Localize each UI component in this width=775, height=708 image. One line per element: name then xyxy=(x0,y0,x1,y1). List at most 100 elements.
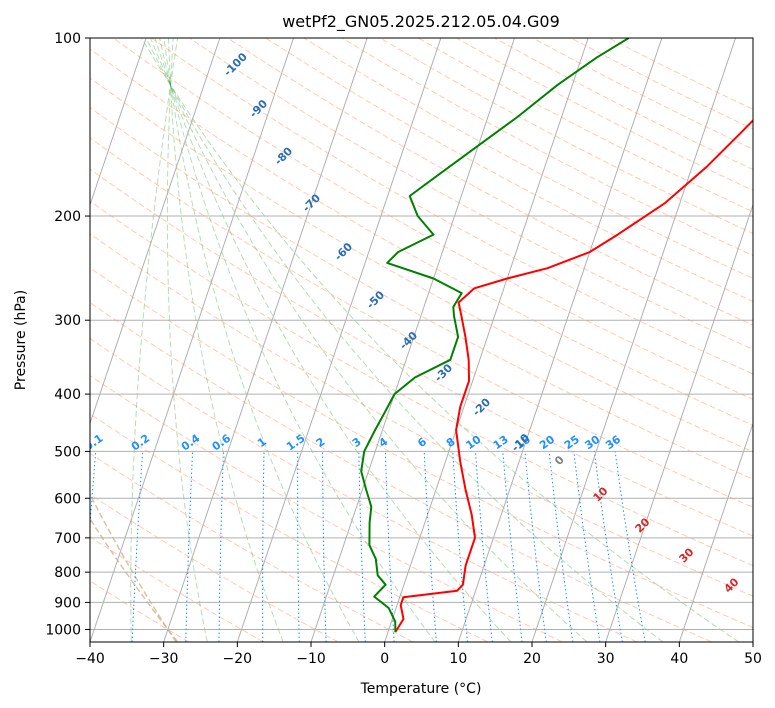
dry-adiabat-line xyxy=(379,38,753,235)
isotherm-line xyxy=(236,38,442,642)
mixing-ratio-line xyxy=(90,451,97,532)
mixing-ratio-label: 13 xyxy=(491,433,511,452)
plot-frame xyxy=(89,37,754,643)
mixing-ratio-label: 8 xyxy=(444,435,458,450)
x-axis-label: Temperature (°C) xyxy=(360,681,482,697)
x-tick-label: 50 xyxy=(744,651,762,667)
isotherm-line xyxy=(310,38,516,642)
mixing-ratio-line xyxy=(593,451,623,642)
dry-adiabat-label: -20 xyxy=(470,395,493,418)
x-tick-label: −10 xyxy=(296,651,326,667)
dry-adiabat-line xyxy=(90,168,753,537)
mixing-ratio-line xyxy=(502,451,523,642)
moist-adiabat-line xyxy=(159,38,436,642)
y-tick-label: 1000 xyxy=(45,622,81,638)
moist-adiabat-label: 10 xyxy=(591,484,611,504)
x-tick-label: −30 xyxy=(149,651,179,667)
isotherm-line xyxy=(457,38,663,642)
mixing-ratio-label: 36 xyxy=(603,433,623,453)
temperature-profile-line xyxy=(394,119,753,633)
moist-adiabat-label: 40 xyxy=(722,575,742,595)
y-axis-label: Pressure (hPa) xyxy=(13,290,29,390)
dry-adiabat-line xyxy=(90,536,264,642)
y-tick-label: 700 xyxy=(54,531,81,547)
mixing-ratio-label: 3 xyxy=(350,435,364,450)
mixing-ratio-label: 1.5 xyxy=(284,432,307,454)
mixing-ratio-label: 10 xyxy=(463,433,483,453)
mixing-ratio-label: 4 xyxy=(377,435,391,450)
dry-adiabat-line xyxy=(90,137,753,508)
dry-adiabat-line xyxy=(90,106,753,480)
dry-adiabat-line xyxy=(90,48,753,426)
dry-adiabat-line xyxy=(418,38,753,213)
y-tick-label: 400 xyxy=(54,387,81,403)
mixing-ratio-label: 1 xyxy=(255,435,269,450)
moist-adiabat-line xyxy=(141,38,740,642)
mixing-ratio-line xyxy=(262,451,265,642)
reference-curve-line xyxy=(90,492,177,642)
mixing-ratio-line xyxy=(384,451,395,642)
dry-adiabat-line xyxy=(90,374,563,642)
isotherm-line xyxy=(90,38,295,642)
mixing-ratio-line xyxy=(297,451,300,642)
moist-adiabat-line xyxy=(163,38,360,642)
mixing-ratio-line xyxy=(573,451,601,642)
moist-adiabat-line xyxy=(130,38,179,642)
isotherm-line xyxy=(605,203,753,642)
isotherm-line xyxy=(90,38,147,207)
y-tick-label: 900 xyxy=(54,595,81,611)
mixing-ratio-line xyxy=(524,451,547,642)
moist-adiabat-label: 30 xyxy=(677,545,697,565)
moist-adiabat-label: 20 xyxy=(633,515,653,535)
y-tick-label: 100 xyxy=(54,31,81,47)
x-tick-label: 10 xyxy=(449,651,467,667)
dry-adiabat-label: -40 xyxy=(397,329,420,352)
mixing-ratio-line xyxy=(452,451,468,642)
isotherm-line xyxy=(678,421,753,642)
dry-adiabat-line xyxy=(265,38,753,303)
moist-adiabat-line xyxy=(166,38,208,642)
dry-adiabat-line xyxy=(90,267,753,629)
dry-adiabat-line xyxy=(90,452,414,642)
dry-adiabat-line xyxy=(303,38,753,279)
dry-adiabat-line xyxy=(90,200,753,567)
y-tick-label: 500 xyxy=(54,444,81,460)
dry-adiabat-line xyxy=(90,493,339,642)
x-tick-label: 0 xyxy=(380,651,389,667)
dewpoint-profile-line xyxy=(360,38,630,633)
isotherm-line xyxy=(531,38,737,642)
mixing-ratio-label: 30 xyxy=(582,433,602,453)
mixing-ratio-label: 2 xyxy=(314,435,328,450)
y-tick-label: 200 xyxy=(54,209,81,225)
mixing-ratio-label: 20 xyxy=(537,433,557,453)
mixing-ratio-line xyxy=(185,451,194,642)
isotherm-line xyxy=(163,38,368,642)
mixing-ratio-label: 0.2 xyxy=(129,432,152,454)
moist-adiabat-line xyxy=(145,38,664,642)
dry-adiabat-line xyxy=(90,337,638,642)
chart-title: wetPf2_GN05.2025.212.05.04.G09 xyxy=(282,12,560,32)
dry-adiabat-line xyxy=(112,38,753,400)
x-tick-label: 30 xyxy=(597,651,615,667)
mixing-ratio-label: 0.6 xyxy=(210,431,234,453)
dry-adiabat-label: -10 xyxy=(509,431,532,454)
moist-adiabat-line xyxy=(150,38,588,642)
mixing-ratio-line xyxy=(475,451,493,642)
x-tick-label: 40 xyxy=(670,651,688,667)
x-tick-label: −20 xyxy=(223,651,253,667)
mixing-ratio-label: 25 xyxy=(562,433,582,452)
mixing-ratio-label: 0.4 xyxy=(179,431,203,453)
y-tick-label: 600 xyxy=(54,491,81,507)
mixing-ratio-line xyxy=(614,451,646,642)
dry-adiabat-label: -30 xyxy=(432,361,455,384)
dry-adiabat-label: -100 xyxy=(221,50,250,79)
dry-adiabat-line xyxy=(90,77,753,453)
dry-adiabat-line xyxy=(456,38,753,192)
mixing-ratio-label: 0.1 xyxy=(82,432,105,454)
isotherm-line xyxy=(0,38,73,642)
x-tick-label: −40 xyxy=(75,651,105,667)
mixing-ratio-line xyxy=(322,451,327,642)
x-tick-label: 20 xyxy=(523,651,541,667)
moist-adiabat-line xyxy=(168,38,284,642)
